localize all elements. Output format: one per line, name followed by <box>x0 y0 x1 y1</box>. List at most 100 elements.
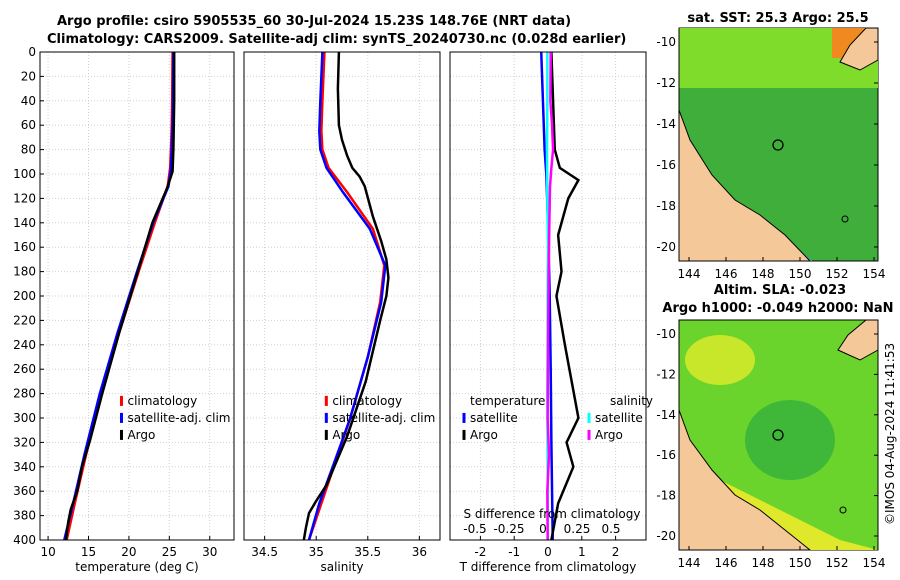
y-tick-label: 80 <box>21 143 36 157</box>
x-tick-label: 0 <box>544 545 552 559</box>
lat-tick-label: -18 <box>656 489 676 503</box>
y-tick-label: 100 <box>13 167 36 181</box>
sst-lon-ticks: 144 146 148 150 152 154 <box>678 257 885 281</box>
x-tick-label: 20 <box>121 545 136 559</box>
top-tick-label: 0.25 <box>564 522 591 536</box>
header-line-2: Climatology: CARS2009. Satellite-adj cli… <box>47 32 627 47</box>
lon-tick-label: 150 <box>789 267 812 281</box>
y-tick-label: 120 <box>13 191 36 205</box>
sla-map-island <box>839 506 847 514</box>
panel-temperature: 10 15 20 25 30020406080100120140160180200220… <box>13 45 235 574</box>
sla-map-high-patch <box>685 335 755 385</box>
sla-lon-ticks: 144 146 148 150 152 154 <box>678 546 885 570</box>
y-tick-label: 240 <box>13 338 36 352</box>
sla-map-land-ne <box>837 319 879 361</box>
top-axis-label: S difference from climatology <box>464 507 641 521</box>
sla-map-title-2: Argo h1000: -0.049 h2000: NaN <box>662 301 893 316</box>
x-tick-label: 35.5 <box>354 545 381 559</box>
lat-tick-label: -10 <box>656 327 676 341</box>
header-line-1: Argo profile: csiro 5905535_60 30-Jul-20… <box>57 14 572 29</box>
x-tick-label: -2 <box>474 545 486 559</box>
legend-label: Argo <box>595 428 623 442</box>
y-tick-label: 360 <box>13 484 36 498</box>
lon-tick-label: 148 <box>752 267 775 281</box>
lat-tick-label: -20 <box>656 240 676 254</box>
x-tick-label: 2 <box>612 545 620 559</box>
y-tick-label: 280 <box>13 387 36 401</box>
lat-tick-label: -20 <box>656 529 676 543</box>
y-tick-label: 160 <box>13 240 36 254</box>
x-tick-label: 34.5 <box>251 545 278 559</box>
lon-tick-label: 144 <box>678 556 701 570</box>
panel-frame <box>449 51 647 541</box>
lon-tick-label: 146 <box>715 556 738 570</box>
lon-tick-label: 152 <box>826 267 849 281</box>
series-t-argo <box>550 51 581 541</box>
sla-argo-position-marker <box>772 429 784 441</box>
y-tick-label: 380 <box>13 509 36 523</box>
legend-label: Argo <box>332 428 360 442</box>
y-tick-label: 340 <box>13 460 36 474</box>
lat-tick-label: -18 <box>656 199 676 213</box>
sla-lat-ticks: -10 -12 -14 -16 -18 -20 <box>656 327 878 543</box>
lat-tick-label: -14 <box>656 408 676 422</box>
lat-tick-label: -16 <box>656 448 676 462</box>
panel-difference: -2 -1 0 1 2T difference from climatology temp… <box>449 51 653 574</box>
legend-header-temperature: temperature <box>470 394 545 408</box>
x-axis-label: T difference from climatology <box>459 560 637 574</box>
x-tick-label: 10 <box>40 545 55 559</box>
lon-tick-label: 144 <box>678 267 701 281</box>
x-tick-label: -1 <box>508 545 520 559</box>
legend-label: climatology <box>127 394 197 408</box>
lat-tick-label: -16 <box>656 158 676 172</box>
lat-tick-label: -12 <box>656 76 676 90</box>
y-tick-label: 20 <box>21 69 36 83</box>
legend-label: Argo <box>127 428 155 442</box>
lat-tick-label: -12 <box>656 367 676 381</box>
series-satellite-adj-clim <box>307 51 387 541</box>
sla-map-low-patch <box>745 400 835 480</box>
sst-lat-ticks: -10 -12 -14 -16 -18 -20 <box>656 35 878 254</box>
sst-map-title: sat. SST: 25.3 Argo: 25.5 <box>687 11 868 26</box>
y-tick-label: 320 <box>13 435 36 449</box>
y-tick-label: 60 <box>21 118 36 132</box>
top-tick-label: 0 <box>539 522 547 536</box>
sst-map-island <box>841 215 849 223</box>
timestamp: ©IMOS 04-Aug-2024 11:41:53 <box>883 342 897 525</box>
top-tick-label: -0.25 <box>493 522 524 536</box>
top-tick-label: -0.5 <box>463 522 486 536</box>
argo-position-marker <box>772 139 784 151</box>
x-axis-label: salinity <box>320 560 363 574</box>
sla-map-title-1: Altim. SLA: -0.023 <box>714 283 846 298</box>
sst-map-land-ne <box>839 27 879 71</box>
y-tick-label: 40 <box>21 94 36 108</box>
top-tick-label: 0.5 <box>601 522 620 536</box>
lon-tick-label: 148 <box>752 556 775 570</box>
lon-tick-label: 150 <box>789 556 812 570</box>
legend-label: satellite <box>595 411 643 425</box>
y-tick-label: 140 <box>13 216 36 230</box>
y-tick-label: 0 <box>28 45 36 59</box>
lon-tick-label: 146 <box>715 267 738 281</box>
y-tick-label: 260 <box>13 362 36 376</box>
legend-label: satellite-adj. clim <box>332 411 435 425</box>
y-tick-label: 400 <box>13 533 36 547</box>
sst-map-land <box>678 28 812 262</box>
legend-label: Argo <box>470 428 498 442</box>
x-tick-label: 25 <box>162 545 177 559</box>
lon-tick-label: 152 <box>826 556 849 570</box>
y-tick-label: 180 <box>13 265 36 279</box>
lat-tick-label: -14 <box>656 117 676 131</box>
legend-label: satellite-adj. clim <box>127 411 230 425</box>
series-argo <box>64 52 176 541</box>
legend-header-salinity: salinity <box>610 394 653 408</box>
x-tick-label: 35 <box>309 545 324 559</box>
x-tick-label: 36 <box>412 545 427 559</box>
series-argo <box>302 51 390 541</box>
series-s-argo <box>546 51 555 541</box>
y-tick-label: 220 <box>13 313 36 327</box>
panel-frame <box>243 51 441 541</box>
x-tick-label: 1 <box>578 545 586 559</box>
panel-frame <box>39 51 235 541</box>
